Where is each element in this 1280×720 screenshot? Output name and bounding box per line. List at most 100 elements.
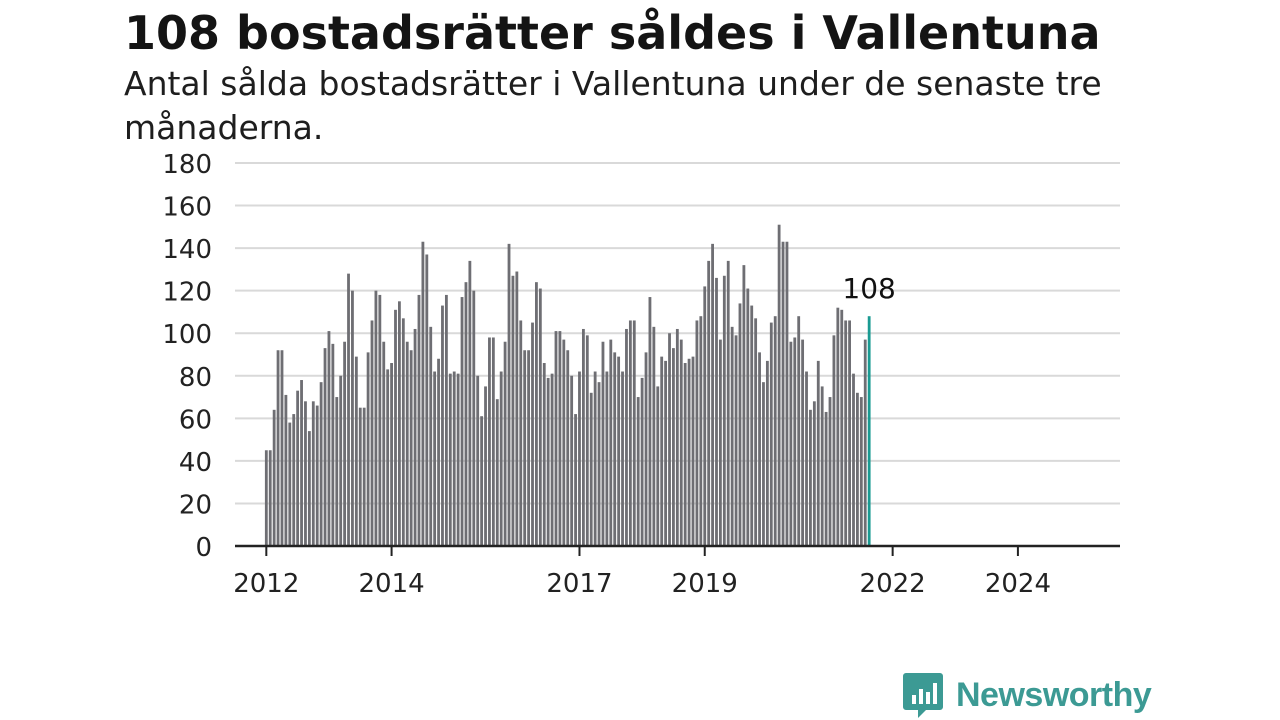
bar [499, 371, 503, 546]
bar [394, 309, 397, 546]
bar [824, 411, 828, 546]
bar [276, 350, 280, 546]
bar [448, 373, 452, 546]
bar [280, 350, 284, 546]
bar [711, 243, 714, 547]
bar [370, 320, 374, 546]
bar [476, 375, 480, 546]
bar [515, 271, 519, 546]
chart-subtitle: Antal sålda bostadsrätter i Vallentuna u… [124, 64, 1102, 147]
bar [703, 286, 707, 546]
bar [664, 360, 668, 546]
bar [503, 341, 507, 546]
bar [765, 360, 769, 546]
bar [335, 397, 339, 546]
bar [433, 371, 437, 546]
bar [531, 322, 534, 546]
bar [746, 288, 750, 546]
bar [519, 320, 523, 546]
y-tick-label: 120 [162, 278, 212, 308]
bar [730, 326, 734, 546]
x-axis [235, 544, 1120, 556]
bar [668, 333, 671, 546]
bar [401, 318, 405, 546]
bar [754, 318, 758, 546]
bar [581, 328, 585, 546]
bar [734, 335, 738, 546]
bar [593, 371, 597, 546]
bar [292, 414, 296, 546]
y-tick-label: 100 [162, 320, 212, 350]
bar [672, 348, 675, 546]
bar [660, 356, 664, 546]
bar [679, 339, 683, 546]
bar [550, 373, 554, 546]
bar [683, 363, 687, 546]
bar [425, 254, 429, 547]
bar [390, 363, 393, 546]
bar [354, 356, 358, 546]
newsworthy-logo: Newsworthy [902, 670, 1152, 720]
bar [444, 294, 448, 546]
bar [809, 409, 812, 546]
x-tick-label: 2012 [233, 569, 299, 599]
bar [488, 337, 491, 546]
bar [347, 273, 350, 546]
bar [828, 397, 832, 546]
bar [358, 407, 362, 546]
bar [722, 275, 726, 546]
bar [378, 294, 382, 546]
bar [687, 358, 691, 546]
bar [343, 341, 347, 546]
bar [386, 369, 390, 546]
brand-name: Newsworthy [956, 675, 1152, 714]
y-tick-label: 0 [195, 533, 212, 563]
bar [613, 352, 617, 546]
bar [272, 409, 276, 546]
bar [777, 224, 781, 546]
y-tick-label: 40 [179, 448, 212, 478]
x-tick-label: 2014 [358, 569, 424, 599]
y-tick-label: 60 [179, 405, 212, 435]
bar [617, 356, 621, 546]
bar [750, 305, 754, 546]
bar [288, 422, 292, 546]
bar [300, 380, 303, 546]
bar [417, 294, 421, 546]
bar [609, 339, 613, 546]
bar [546, 377, 550, 546]
bar [527, 350, 530, 546]
bar [836, 307, 840, 546]
y-tick-label: 180 [162, 150, 212, 180]
x-tick-label: 2019 [672, 569, 738, 599]
bar [769, 322, 773, 546]
x-tick-label: 2017 [546, 569, 612, 599]
bar [542, 363, 546, 546]
bar [421, 241, 425, 547]
bar [578, 371, 581, 546]
x-axis-tick-labels: 2012 2014 2017 2019 2022 2024 [233, 569, 1051, 599]
bar [789, 341, 793, 546]
bar [456, 373, 460, 546]
bar [429, 326, 433, 546]
bar [801, 339, 805, 546]
bar [437, 358, 440, 546]
bar [820, 386, 824, 546]
bar [464, 282, 468, 546]
bar [652, 326, 656, 546]
bar [675, 328, 679, 546]
bar [832, 335, 836, 546]
bar [307, 431, 311, 546]
y-tick-label: 140 [162, 235, 212, 265]
bar [691, 356, 695, 546]
bar [327, 331, 331, 546]
x-tick-label: 2024 [985, 569, 1051, 599]
bar [409, 350, 413, 546]
bar [405, 341, 409, 546]
bar [538, 288, 542, 546]
bar [844, 320, 848, 546]
bar [848, 320, 851, 546]
bar [268, 450, 272, 546]
y-tick-label: 160 [162, 193, 212, 223]
bar [597, 382, 601, 546]
